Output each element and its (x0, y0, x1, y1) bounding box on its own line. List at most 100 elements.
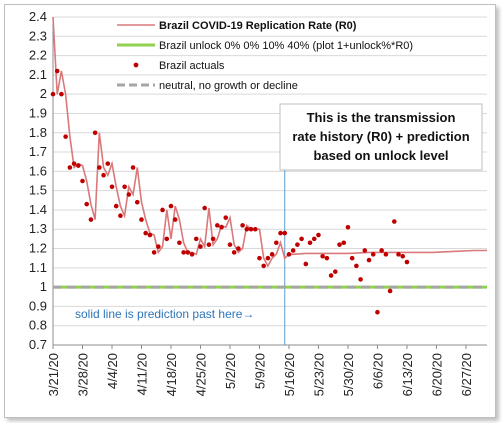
y-tick-label: 1.3 (29, 221, 47, 236)
callout-box (279, 103, 483, 171)
actuals-point (59, 91, 64, 97)
actuals-point (396, 252, 401, 257)
y-tick-label: 1 (40, 279, 47, 294)
actuals-point (202, 205, 207, 211)
legend-actuals-swatch (133, 62, 139, 68)
actuals-point (164, 236, 170, 242)
actuals-point (227, 242, 233, 247)
actuals-point (151, 250, 157, 255)
actuals-point (177, 240, 182, 246)
actuals-point (333, 269, 338, 274)
x-tick-label: 3/21/20 (46, 353, 61, 396)
actuals-point (189, 252, 195, 257)
actuals-point (84, 201, 90, 207)
actuals-point (172, 217, 178, 222)
x-tick-label: 5/2/20 (223, 353, 238, 389)
y-tick-label: 2.1 (29, 67, 47, 82)
actuals-point (400, 253, 406, 259)
actuals-point (345, 225, 351, 230)
actuals-point (252, 226, 258, 232)
y-tick-label: 0.9 (29, 298, 47, 313)
callout-line: This is the transmission (307, 110, 456, 125)
actuals-point (147, 232, 153, 238)
actuals-point (160, 207, 165, 213)
actuals-point (50, 91, 56, 97)
actuals-point (143, 230, 148, 236)
actuals-point (215, 223, 220, 228)
callout-line: rate history (R0) + prediction (292, 129, 469, 144)
y-tick-label: 2.3 (29, 28, 47, 43)
actuals-point (193, 236, 199, 242)
actuals-point (139, 217, 144, 222)
actuals-point (206, 242, 212, 247)
actuals-point (341, 240, 347, 246)
actuals-point (358, 277, 363, 282)
actuals-point (185, 250, 191, 255)
actuals-point (118, 213, 123, 219)
y-tick-label: 1.7 (29, 144, 47, 159)
actuals-point (244, 226, 250, 232)
chart-frame: 0.7 0.8 0.9 1 1.1 1.2 1.3 1.4 1.5 1.6 1.7 1.8 1.9 2 2.… (4, 4, 496, 418)
actuals-point (97, 165, 102, 170)
actuals-point (63, 134, 68, 139)
actuals-point (257, 255, 262, 261)
legend-replication-label: Brazil COVID-19 Replication Rate (R0) (159, 20, 357, 32)
actuals-point (198, 244, 203, 249)
actuals-point (303, 261, 309, 267)
actuals-point (328, 273, 334, 278)
x-tick-label: 4/25/20 (193, 353, 208, 396)
actuals-point (109, 184, 115, 190)
y-tick-label: 1.5 (29, 183, 47, 198)
y-tick-label: 0.8 (29, 318, 47, 333)
actuals-point (311, 236, 317, 242)
callout-line: based on unlock level (313, 148, 448, 163)
actuals-point (248, 226, 254, 232)
actuals-point (392, 219, 397, 224)
x-tick-label: 3/28/20 (75, 353, 90, 396)
callout: This is the transmission rate history (R0… (279, 103, 483, 171)
actuals-point (295, 242, 300, 247)
r0-chart: 0.7 0.8 0.9 1 1.1 1.2 1.3 1.4 1.5 1.6 1.7 1.8 1.9 2 2.… (29, 9, 487, 396)
y-tick-label: 2.4 (29, 9, 47, 24)
actuals-point (387, 288, 393, 294)
actuals-point (236, 246, 241, 251)
legend: Brazil COVID-19 Replication Rate (R0) Bra… (117, 20, 413, 92)
actuals-point (219, 225, 224, 230)
actuals-point (375, 309, 380, 315)
actuals-point (362, 248, 368, 253)
actuals-point (92, 130, 98, 136)
actuals-point (261, 263, 266, 269)
actuals-point (240, 223, 245, 228)
actuals-point (324, 255, 330, 261)
y-tick-label: 1.4 (29, 202, 47, 217)
y-tick-label: 1.1 (29, 260, 47, 275)
prediction-annotation: solid line is prediction past here→ (75, 307, 254, 321)
x-tick-label: 5/23/20 (311, 353, 326, 396)
legend-neutral-label: neutral, no growth or decline (159, 80, 298, 92)
actuals-point (67, 165, 73, 170)
y-tick-label: 1.9 (29, 105, 47, 120)
actuals-point (370, 252, 376, 257)
y-tick-label: 2.2 (29, 48, 47, 63)
x-tick-label: 6/6/20 (370, 353, 385, 389)
x-tick-label: 4/4/20 (105, 353, 120, 389)
actuals-point (101, 172, 106, 178)
actuals-point (122, 184, 127, 190)
actuals-point (269, 252, 275, 257)
actuals-point (134, 199, 140, 205)
x-tick-label: 6/27/20 (459, 353, 474, 396)
actuals-point (274, 240, 279, 246)
actuals-point (282, 230, 288, 236)
actuals-point (105, 161, 111, 166)
actuals-point (349, 255, 355, 261)
x-tick-label: 5/30/20 (341, 353, 356, 396)
actuals-point (130, 165, 136, 170)
x-tick-label: 5/16/20 (282, 353, 297, 396)
actuals-point (316, 232, 321, 238)
axes: 0.7 0.8 0.9 1 1.1 1.2 1.3 1.4 1.5 1.6 1.7 1.8 1.9 2 2.… (29, 9, 487, 396)
x-tick-label: 4/11/20 (134, 353, 149, 395)
actuals-point (223, 215, 229, 220)
y-tick-label: 1.6 (29, 163, 47, 178)
actuals-point (265, 255, 271, 261)
actuals-point (75, 163, 81, 168)
